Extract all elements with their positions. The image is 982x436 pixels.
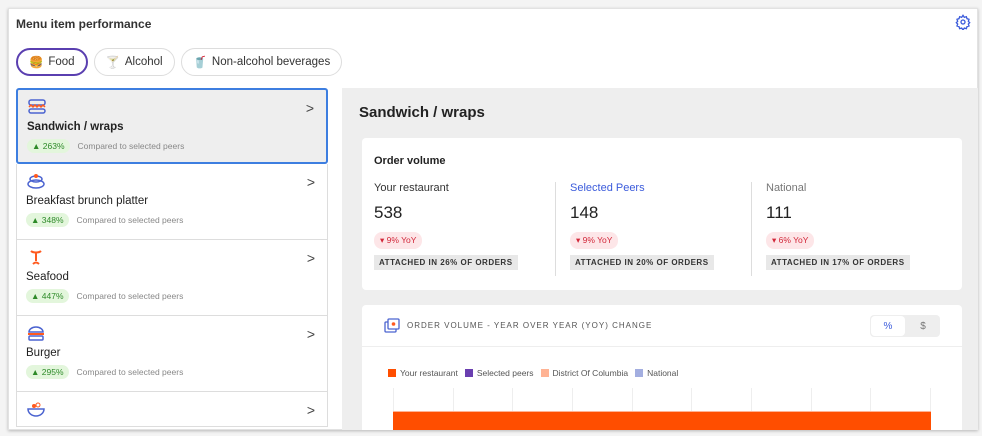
item-name: Burger [26, 347, 61, 359]
divider [751, 182, 752, 276]
pancake-icon [27, 174, 45, 189]
item-name: Seafood [26, 271, 69, 283]
stat-national: National 111 ▾ 6% YoY ATTACHED IN 17% OF… [766, 182, 956, 276]
attached-badge: ATTACHED IN 17% OF ORDERS [766, 255, 910, 270]
chart-report-icon [384, 317, 400, 333]
burger-icon: 🍔 [29, 57, 44, 69]
item-name: Breakfast brunch platter [26, 195, 149, 207]
detail-title: Sandwich / wraps [359, 104, 485, 121]
yoy-badge: ▾ 6% YoY [766, 232, 815, 249]
chevron-right-icon: > [306, 402, 315, 418]
chevron-right-icon: > [306, 174, 315, 190]
chevron-right-icon: > [306, 250, 315, 266]
menu-performance-card: Menu item performance 🍔 Food 🍸 Alcohol 🥤 No… [8, 8, 978, 430]
list-item-salad[interactable]: > [16, 392, 328, 427]
attached-badge: ATTACHED IN 26% OF ORDERS [374, 255, 518, 270]
burger-icon [28, 326, 44, 341]
legend-item[interactable]: District Of Columbia [540, 368, 628, 378]
detail-panel: Sandwich / wraps Order volume Your resta… [342, 88, 978, 430]
stat-label[interactable]: Selected Peers [570, 182, 645, 194]
yoy-chart-card: ORDER VOLUME - YEAR OVER YEAR (YOY) CHAN… [362, 305, 962, 430]
divider [555, 182, 556, 276]
list-item-seafood[interactable]: Seafood ▲ 447% Compared to selected peers… [16, 240, 328, 316]
compare-label: Compared to selected peers [76, 367, 184, 377]
soda-cup-icon: 🥤 [192, 57, 207, 69]
legend-item[interactable]: National [635, 368, 678, 378]
tab-label: Food [48, 56, 75, 68]
yoy-badge: ▾ 9% YoY [570, 232, 619, 249]
change-badge: ▲ 348% [26, 213, 69, 227]
change-badge: ▲ 295% [26, 365, 69, 379]
compare-label: Compared to selected peers [77, 141, 185, 151]
stat-value: 538 [374, 203, 403, 222]
tab-alcohol[interactable]: 🍸 Alcohol [93, 48, 175, 76]
stat-label: Your restaurant [374, 182, 449, 194]
chevron-right-icon: > [306, 326, 315, 342]
chart-title: ORDER VOLUME - YEAR OVER YEAR (YOY) CHAN… [407, 321, 653, 330]
stat-selected-peers: Selected Peers 148 ▾ 9% YoY ATTACHED IN … [570, 182, 760, 276]
stat-your-restaurant: Your restaurant 538 ▾ 9% YoY ATTACHED IN… [374, 182, 564, 276]
legend-item[interactable]: Your restaurant [388, 368, 458, 378]
salad-bowl-icon [27, 402, 45, 417]
change-badge: ▲ 263% [27, 139, 70, 153]
item-name: Sandwich / wraps [27, 121, 124, 133]
menu-item-list[interactable]: Sandwich / wraps ▲ 263% Compared to selec… [16, 88, 328, 427]
change-badge: ▲ 447% [26, 289, 69, 303]
toggle-percent[interactable]: % [871, 316, 905, 336]
tab-label: Alcohol [124, 56, 163, 68]
compare-label: Compared to selected peers [76, 215, 184, 225]
order-volume-heading: Order volume [374, 155, 446, 167]
cocktail-icon: 🍸 [105, 57, 120, 69]
compare-label: Compared to selected peers [76, 291, 184, 301]
chart-legend: Your restaurant Selected peers District … [388, 368, 678, 378]
chart-grid [393, 388, 932, 430]
toggle-dollar[interactable]: $ [920, 320, 926, 332]
chevron-right-icon: > [305, 100, 314, 116]
gear-icon[interactable] [955, 14, 971, 30]
list-item-burger[interactable]: Burger ▲ 295% Compared to selected peers … [16, 316, 328, 392]
page-title: Menu item performance [16, 17, 152, 31]
order-volume-card: Order volume Your restaurant 538 ▾ 9% Yo… [362, 138, 962, 290]
legend-item[interactable]: Selected peers [464, 368, 534, 378]
tab-label: Non-alcohol beverages [211, 56, 331, 68]
bar-your-restaurant [393, 411, 931, 430]
list-item-sandwich-wraps[interactable]: Sandwich / wraps ▲ 263% Compared to selec… [16, 88, 328, 164]
tab-non-alcohol-beverages[interactable]: 🥤 Non-alcohol beverages [180, 48, 343, 76]
category-tabs: 🍔 Food 🍸 Alcohol 🥤 Non-alcohol beverages [16, 48, 343, 76]
sandwich-icon [28, 99, 46, 114]
unit-toggle[interactable]: % $ [870, 315, 940, 337]
list-item-breakfast-brunch-platter[interactable]: Breakfast brunch platter ▲ 348% Compared … [16, 164, 328, 240]
shrimp-icon [30, 250, 42, 265]
yoy-badge: ▾ 9% YoY [374, 232, 423, 249]
stat-label: National [766, 182, 807, 194]
tab-food[interactable]: 🍔 Food [16, 48, 88, 76]
attached-badge: ATTACHED IN 20% OF ORDERS [570, 255, 714, 270]
stat-value: 111 [766, 203, 792, 222]
stat-value: 148 [570, 203, 599, 222]
